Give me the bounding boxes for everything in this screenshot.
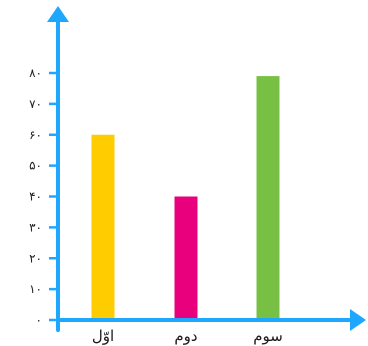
y-axis-arrow (47, 6, 69, 22)
x-axis-arrow (350, 309, 366, 331)
bar (91, 134, 115, 320)
axes (47, 6, 366, 332)
bars (91, 76, 280, 321)
y-ticks: ۰ ۱۰ ۲۰ ۳۰ ۴۰ ۵۰ ۶۰ ۷۰ ۸۰ (29, 66, 58, 327)
y-tick-label: ۴۰ (29, 190, 42, 204)
x-tick-label: سوم (253, 327, 283, 345)
y-tick-label: ۳۰ (29, 220, 42, 234)
y-tick-label: ۷۰ (29, 97, 42, 111)
x-tick-label: دوم (174, 327, 197, 345)
bar (174, 196, 198, 320)
x-tick-label: اوّل (92, 327, 114, 345)
y-tick-label: ۲۰ (29, 251, 42, 265)
y-tick-label: ۰ (36, 313, 42, 327)
x-tick-labels: اوّل دوم سوم (92, 327, 283, 345)
y-tick-label: ۱۰ (29, 282, 42, 296)
y-tick-label: ۵۰ (29, 159, 42, 173)
y-tick-label: ۶۰ (29, 128, 42, 142)
y-tick-label: ۸۰ (29, 66, 42, 80)
bar (256, 76, 280, 321)
